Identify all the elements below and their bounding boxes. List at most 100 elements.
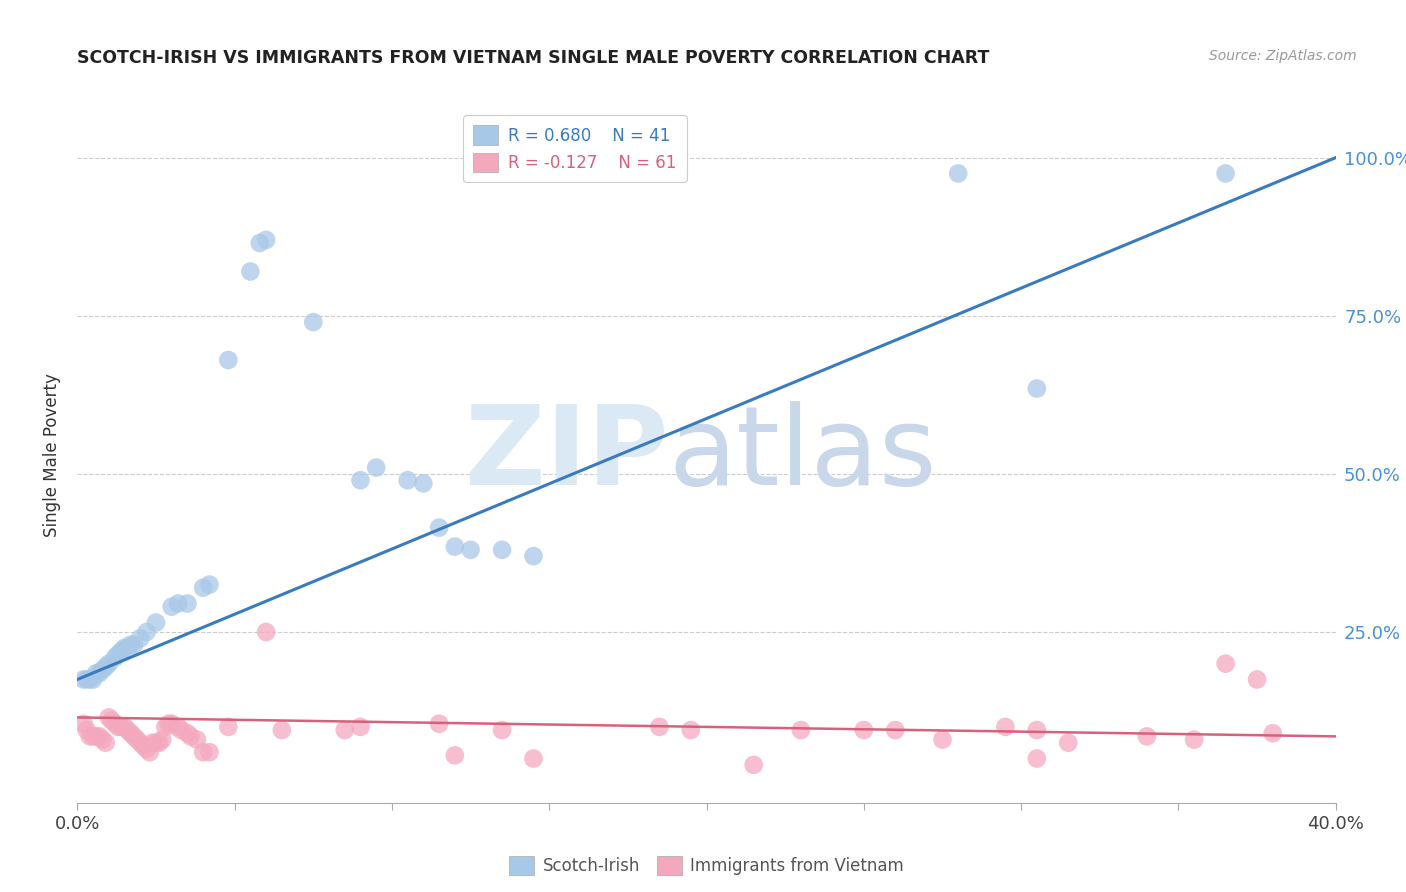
Point — [217, 720, 239, 734]
Point — [198, 577, 221, 591]
Point — [742, 757, 765, 772]
Point — [1215, 657, 1237, 671]
Point — [333, 723, 356, 737]
Point — [132, 739, 155, 753]
Point — [114, 640, 136, 655]
Point — [167, 597, 190, 611]
Point — [396, 473, 419, 487]
Point — [104, 650, 127, 665]
Point — [120, 726, 142, 740]
Point — [91, 732, 114, 747]
Point — [1025, 723, 1047, 737]
Point — [679, 723, 702, 737]
Point — [148, 736, 170, 750]
Point — [107, 647, 129, 661]
Legend: Scotch-Irish, Immigrants from Vietnam: Scotch-Irish, Immigrants from Vietnam — [502, 849, 911, 881]
Point — [91, 663, 114, 677]
Point — [89, 666, 111, 681]
Point — [198, 745, 221, 759]
Point — [1025, 382, 1047, 396]
Point — [84, 666, 107, 681]
Point — [120, 638, 142, 652]
Point — [412, 476, 434, 491]
Point — [82, 673, 104, 687]
Point — [104, 716, 127, 731]
Point — [444, 748, 467, 763]
Point — [142, 736, 165, 750]
Point — [217, 353, 239, 368]
Point — [852, 723, 875, 737]
Point — [239, 264, 262, 278]
Text: SCOTCH-IRISH VS IMMIGRANTS FROM VIETNAM SINGLE MALE POVERTY CORRELATION CHART: SCOTCH-IRISH VS IMMIGRANTS FROM VIETNAM … — [77, 49, 990, 67]
Point — [76, 723, 98, 737]
Point — [101, 714, 124, 728]
Point — [176, 597, 198, 611]
Point — [191, 745, 215, 759]
Point — [1136, 730, 1159, 744]
Point — [948, 166, 970, 180]
Point — [97, 657, 120, 671]
Point — [522, 549, 544, 563]
Point — [302, 315, 325, 329]
Point — [1057, 736, 1080, 750]
Point — [790, 723, 813, 737]
Point — [254, 233, 277, 247]
Text: ZIP: ZIP — [465, 401, 669, 508]
Point — [110, 644, 132, 658]
Point — [1182, 732, 1205, 747]
Point — [167, 720, 190, 734]
Point — [427, 521, 450, 535]
Point — [145, 615, 167, 630]
Point — [648, 720, 671, 734]
Point — [366, 460, 388, 475]
Point — [186, 732, 208, 747]
Point — [349, 473, 371, 487]
Point — [117, 723, 139, 737]
Point — [160, 599, 183, 614]
Point — [72, 673, 94, 687]
Point — [76, 673, 98, 687]
Point — [180, 730, 202, 744]
Point — [145, 736, 167, 750]
Y-axis label: Single Male Poverty: Single Male Poverty — [44, 373, 62, 537]
Point — [138, 745, 160, 759]
Point — [176, 726, 198, 740]
Point — [249, 235, 271, 250]
Point — [170, 723, 193, 737]
Point — [427, 716, 450, 731]
Point — [270, 723, 292, 737]
Point — [79, 730, 101, 744]
Point — [1215, 166, 1237, 180]
Point — [157, 716, 180, 731]
Point — [160, 716, 183, 731]
Point — [122, 638, 145, 652]
Point — [122, 730, 145, 744]
Point — [107, 720, 129, 734]
Point — [191, 581, 215, 595]
Point — [491, 542, 513, 557]
Point — [114, 720, 136, 734]
Point — [89, 730, 111, 744]
Text: Source: ZipAtlas.com: Source: ZipAtlas.com — [1209, 49, 1357, 63]
Point — [82, 730, 104, 744]
Point — [135, 625, 157, 640]
Point — [79, 673, 101, 687]
Point — [460, 542, 482, 557]
Point — [931, 732, 953, 747]
Point — [84, 730, 107, 744]
Point — [444, 540, 467, 554]
Text: atlas: atlas — [669, 401, 938, 508]
Point — [150, 732, 173, 747]
Point — [72, 716, 94, 731]
Point — [94, 660, 117, 674]
Point — [97, 710, 120, 724]
Point — [1246, 673, 1268, 687]
Point — [1025, 751, 1047, 765]
Point — [135, 742, 157, 756]
Point — [110, 720, 132, 734]
Point — [349, 720, 371, 734]
Point — [129, 736, 152, 750]
Point — [127, 732, 149, 747]
Point — [1261, 726, 1284, 740]
Point — [884, 723, 907, 737]
